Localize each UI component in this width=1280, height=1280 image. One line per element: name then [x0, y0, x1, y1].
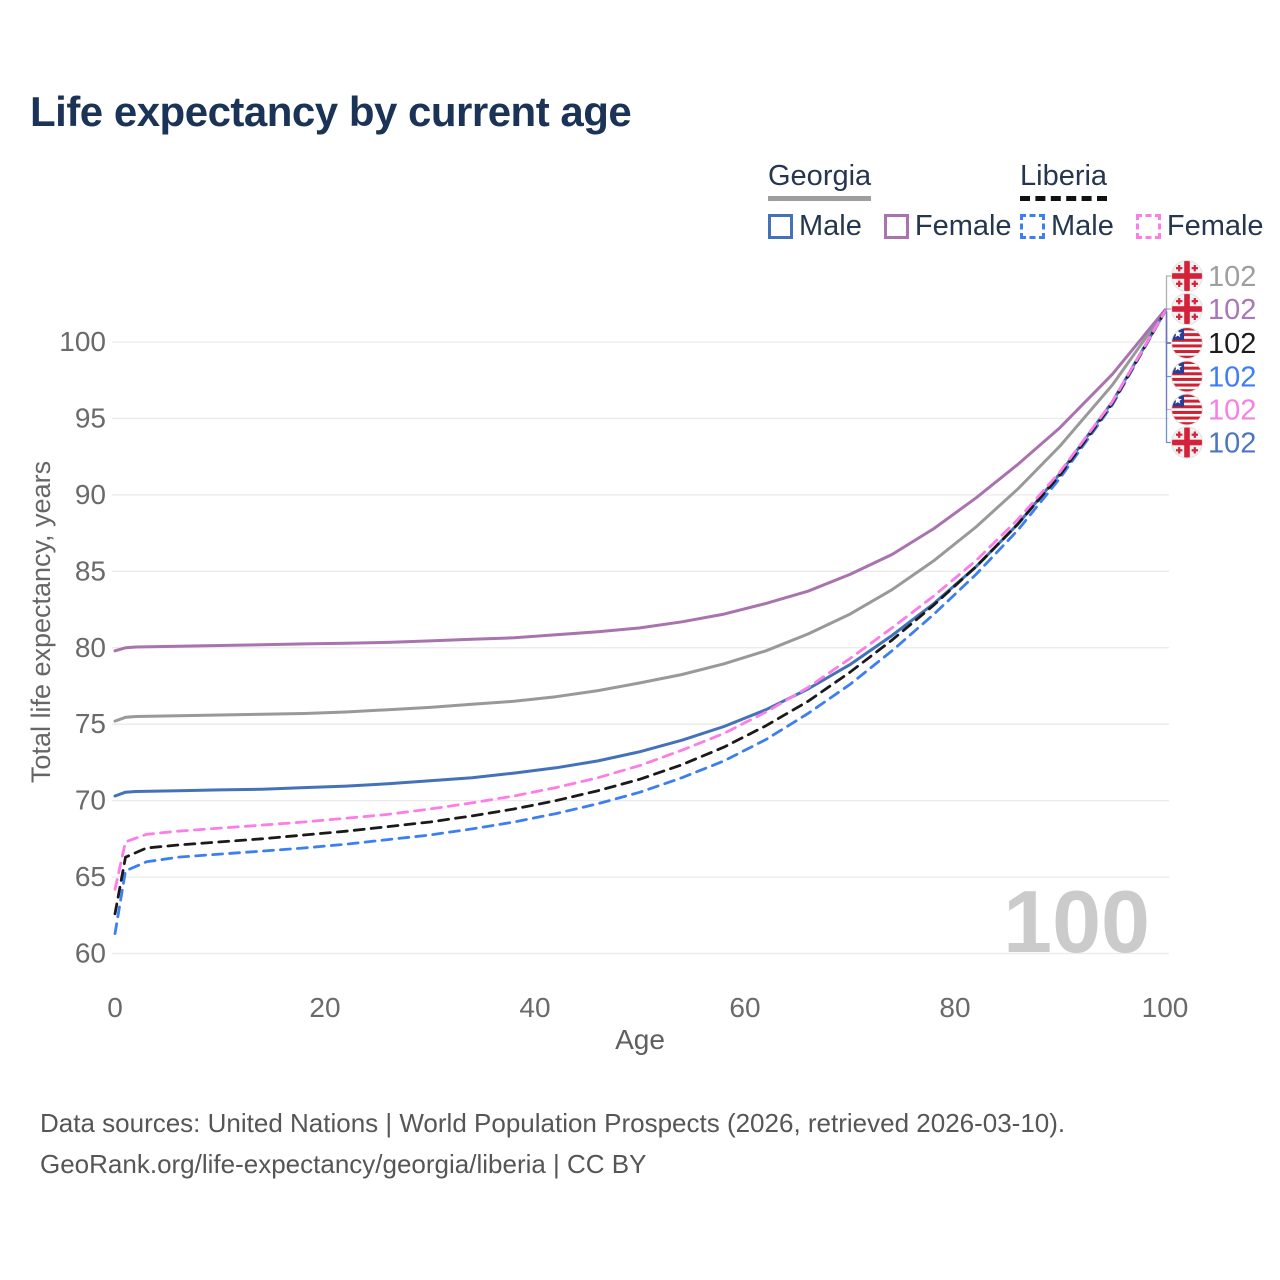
- label-leader-line: [1165, 308, 1171, 310]
- footer: Data sources: United Nations | World Pop…: [40, 1103, 1065, 1185]
- label-leader-line: [1165, 311, 1171, 378]
- end-value-label-georgia-female: 102: [1208, 294, 1256, 326]
- y-tick-label: 95: [75, 402, 106, 433]
- y-axis-title: Total life expectancy, years: [26, 461, 56, 783]
- legend-group-georgia: Georgia Male Female: [768, 160, 1012, 243]
- y-tick-label: 65: [75, 861, 106, 892]
- legend-row-georgia: Male Female: [768, 210, 1012, 243]
- georgia-flag-icon: [1171, 426, 1203, 459]
- y-tick-label: 75: [75, 708, 106, 739]
- x-tick-label: 80: [939, 992, 970, 1023]
- series-line-georgia-female: [113, 308, 1167, 653]
- y-tick-label: 100: [59, 326, 106, 357]
- x-tick-label: 20: [309, 992, 340, 1023]
- legend-group-liberia: Liberia Male Female: [1020, 160, 1264, 243]
- liberia-female-swatch-icon: [1135, 214, 1161, 239]
- legend-label: Female: [1166, 210, 1264, 242]
- legend-label: Female: [914, 210, 1012, 242]
- x-axis-title: Age: [615, 1024, 665, 1055]
- liberia-flag-icon: [1171, 360, 1203, 393]
- data-sources-text: Data sources: United Nations | World Pop…: [40, 1108, 1066, 1138]
- label-leader-line: [1165, 311, 1171, 344]
- label-leader-line: [1165, 311, 1171, 411]
- y-tick-label: 90: [75, 479, 106, 510]
- series-line-liberia-male: [113, 310, 1167, 935]
- end-value-label-georgia-all: 102: [1208, 261, 1256, 293]
- end-value-label-liberia-female: 102: [1208, 395, 1256, 427]
- legend-label: Male: [1051, 210, 1114, 242]
- age-watermark: 100: [1003, 872, 1150, 971]
- legend-item-georgia-male[interactable]: Male: [768, 210, 862, 243]
- liberia-flag-icon: [1171, 327, 1203, 359]
- series-line-liberia-female: [113, 310, 1167, 891]
- y-tick-label: 80: [75, 632, 106, 663]
- legend-item-georgia-female[interactable]: Female: [883, 210, 1012, 243]
- end-value-label-liberia-all: 102: [1208, 328, 1256, 360]
- page-title: Life expectancy by current age: [30, 88, 632, 135]
- georgia-female-swatch-icon: [883, 214, 909, 239]
- legend-item-liberia-male[interactable]: Male: [1020, 210, 1114, 243]
- legend-label: Male: [799, 210, 862, 242]
- end-value-label-liberia-male: 102: [1208, 362, 1256, 394]
- y-tick-label: 60: [75, 938, 106, 969]
- georgia-male-swatch-icon: [768, 214, 793, 239]
- legend-item-liberia-female[interactable]: Female: [1135, 210, 1264, 243]
- series-line-georgia-male: [113, 309, 1167, 798]
- label-leader-line: [1165, 311, 1171, 444]
- georgia-flag-icon: [1171, 293, 1203, 325]
- legend-country-georgia: Georgia: [768, 160, 872, 201]
- x-tick-label: 0: [107, 992, 123, 1023]
- x-tick-label: 40: [519, 992, 550, 1023]
- label-leader-line: [1165, 275, 1171, 311]
- series-line-liberia-all: [113, 310, 1167, 916]
- legend-country-liberia: Liberia: [1020, 160, 1108, 201]
- y-tick-label: 85: [75, 555, 106, 586]
- x-tick-label: 100: [1142, 992, 1189, 1023]
- series-line-georgia-all: [113, 309, 1167, 723]
- y-tick-label: 70: [75, 785, 106, 816]
- georgia-flag-icon: [1171, 260, 1203, 292]
- liberia-male-swatch-icon: [1020, 214, 1045, 239]
- attribution-text: GeoRank.org/life-expectancy/georgia/libe…: [40, 1149, 647, 1179]
- liberia-flag-icon: [1171, 393, 1203, 426]
- x-tick-label: 60: [729, 992, 760, 1023]
- legend-row-liberia: Male Female: [1020, 210, 1264, 243]
- end-value-label-georgia-male: 102: [1208, 428, 1256, 460]
